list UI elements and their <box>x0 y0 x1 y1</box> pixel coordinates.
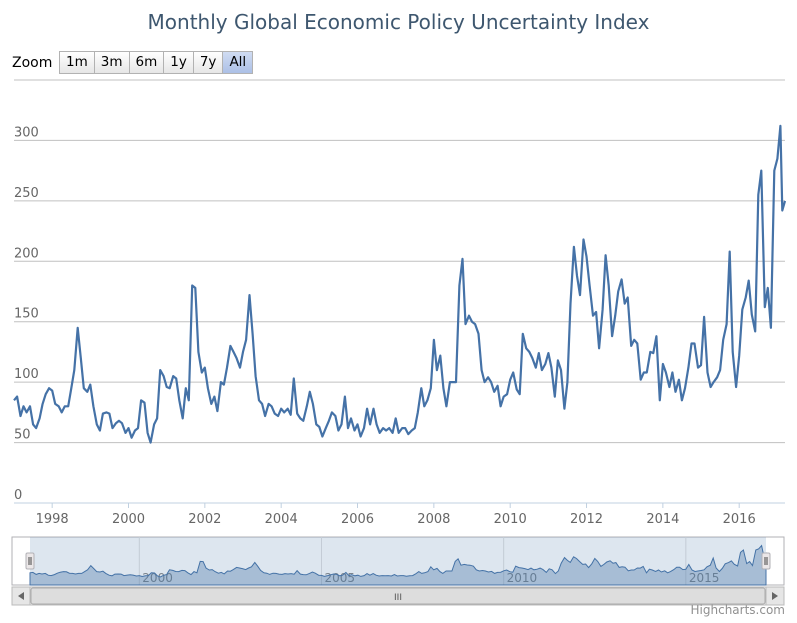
zoom-label: Zoom <box>12 55 53 71</box>
y-tick-label: 50 <box>14 428 31 443</box>
scroll-left-arrow-icon <box>18 592 24 600</box>
x-tick-label: 2008 <box>417 512 450 527</box>
y-tick-label: 200 <box>14 246 39 261</box>
zoom-button-group: 1m 3m 6m 1y 7y All <box>59 51 254 74</box>
zoom-button-7y[interactable]: 7y <box>192 51 224 74</box>
x-tick-label: 1998 <box>36 512 69 527</box>
navigator-series-area <box>29 544 767 586</box>
zoom-button-1y[interactable]: 1y <box>163 51 194 74</box>
credits-link[interactable]: Highcharts.com <box>690 603 785 617</box>
x-axis: 1998 2000 2002 2004 2006 2008 2010 2012 2014 2016 <box>36 503 756 527</box>
x-tick-label: 2012 <box>570 512 603 527</box>
x-tick-label: 2006 <box>341 512 374 527</box>
y-tick-label: 300 <box>14 125 39 140</box>
chart-title: Monthly Global Economic Policy Uncertain… <box>147 10 650 34</box>
navigator-handle-left[interactable] <box>25 552 35 570</box>
x-tick-label: 2014 <box>646 512 679 527</box>
y-axis: 0 50 100 150 200 250 300 <box>14 125 39 503</box>
navigator[interactable]: 2000200520102015III <box>11 536 785 606</box>
scrollbar-thumb[interactable] <box>30 587 766 605</box>
navigator-tick-label: 2010 <box>507 571 538 585</box>
grid-lines <box>14 79 785 504</box>
x-tick-label: 2010 <box>494 512 527 527</box>
y-tick-label: 0 <box>14 488 22 503</box>
zoom-button-1m[interactable]: 1m <box>59 51 95 74</box>
navigator-tick-label: 2015 <box>689 571 720 585</box>
zoom-button-3m[interactable]: 3m <box>93 51 130 74</box>
navigator-handle-right[interactable] <box>761 552 771 570</box>
y-tick-label: 100 <box>14 367 39 382</box>
zoom-button-6m[interactable]: 6m <box>128 51 165 74</box>
scroll-right-arrow-icon <box>772 592 778 600</box>
zoom-button-All[interactable]: All <box>222 51 254 74</box>
y-tick-label: 150 <box>14 307 39 322</box>
x-tick-label: 2000 <box>112 512 145 527</box>
navigator-frame <box>11 536 785 586</box>
x-tick-label: 2016 <box>723 512 756 527</box>
x-tick-label: 2004 <box>265 512 298 527</box>
navigator-selection[interactable] <box>30 537 766 585</box>
y-tick-label: 250 <box>14 186 39 201</box>
scrollbar-grip: III <box>394 593 402 603</box>
series-line <box>13 124 787 444</box>
scrollbar[interactable]: III <box>11 586 785 606</box>
x-tick-label: 2002 <box>188 512 221 527</box>
